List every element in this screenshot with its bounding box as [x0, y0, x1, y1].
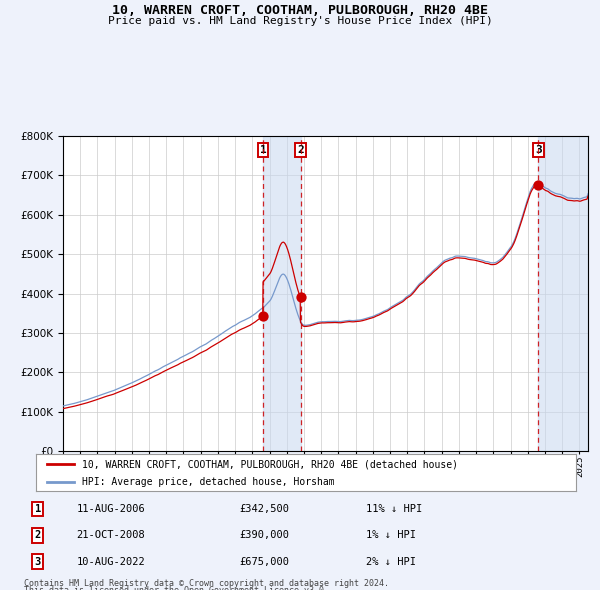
Text: £675,000: £675,000	[239, 557, 289, 567]
Text: 11-AUG-2006: 11-AUG-2006	[76, 504, 145, 514]
Text: 10-AUG-2022: 10-AUG-2022	[76, 557, 145, 567]
Point	[533, 181, 543, 190]
Text: 1% ↓ HPI: 1% ↓ HPI	[366, 530, 416, 540]
Text: Price paid vs. HM Land Registry's House Price Index (HPI): Price paid vs. HM Land Registry's House …	[107, 16, 493, 26]
Text: 10, WARREN CROFT, COOTHAM, PULBOROUGH, RH20 4BE (detached house): 10, WARREN CROFT, COOTHAM, PULBOROUGH, R…	[82, 459, 458, 469]
Bar	[538, 136, 588, 451]
Point	[296, 293, 305, 302]
Text: £390,000: £390,000	[239, 530, 289, 540]
Text: 3: 3	[35, 557, 41, 567]
Text: 3: 3	[535, 145, 542, 155]
Text: 2% ↓ HPI: 2% ↓ HPI	[366, 557, 416, 567]
Text: 2: 2	[297, 145, 304, 155]
Text: 11% ↓ HPI: 11% ↓ HPI	[366, 504, 422, 514]
Text: 1: 1	[260, 145, 266, 155]
Text: HPI: Average price, detached house, Horsham: HPI: Average price, detached house, Hors…	[82, 477, 335, 487]
Text: 1: 1	[35, 504, 41, 514]
Text: £342,500: £342,500	[239, 504, 289, 514]
Text: This data is licensed under the Open Government Licence v3.0.: This data is licensed under the Open Gov…	[24, 586, 329, 590]
Text: 10, WARREN CROFT, COOTHAM, PULBOROUGH, RH20 4BE: 10, WARREN CROFT, COOTHAM, PULBOROUGH, R…	[112, 4, 488, 17]
Bar	[263, 136, 301, 451]
Point	[258, 312, 268, 321]
Text: Contains HM Land Registry data © Crown copyright and database right 2024.: Contains HM Land Registry data © Crown c…	[24, 579, 389, 588]
Text: 2: 2	[35, 530, 41, 540]
Text: 21-OCT-2008: 21-OCT-2008	[76, 530, 145, 540]
